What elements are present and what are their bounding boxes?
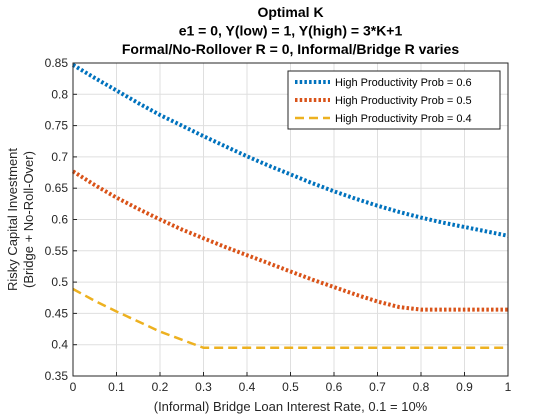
- x-tick-label: 0.4: [239, 380, 256, 394]
- y-tick-label: 0.85: [45, 56, 69, 70]
- y-tick-label: 0.35: [45, 369, 69, 383]
- legend-entry-label: High Productivity Prob = 0.5: [335, 95, 472, 107]
- y-tick-label: 0.75: [45, 119, 69, 133]
- legend-entry-label: High Productivity Prob = 0.4: [335, 113, 472, 125]
- y-axis-ticks: 0.35 0.4 0.45 0.5 0.55 0.6 0.65 0.7 0.75 0.8 0.85: [45, 56, 77, 383]
- x-tick-label: 0.1: [108, 380, 125, 394]
- y-tick-label: 0.7: [51, 150, 68, 164]
- x-tick-label: 0.5: [282, 380, 299, 394]
- series-group: [71, 63, 509, 350]
- y-tick-label: 0.5: [51, 275, 68, 289]
- x-axis-ticks: 0 0.1 0.2 0.3 0.4 0.5 0.6 0.7 0.8 0.9 1: [70, 372, 512, 394]
- chart-title-line: e1 = 0, Y(low) = 1, Y(high) = 3*K+1: [179, 23, 403, 39]
- series-line-2: [71, 169, 508, 312]
- chart-title-line: Formal/No-Rollover R = 0, Informal/Bridg…: [122, 41, 459, 57]
- chart-title: Optimal K e1 = 0, Y(low) = 1, Y(high) = 3…: [122, 4, 459, 57]
- y-tick-label: 0.45: [45, 306, 69, 320]
- y-tick-label: 0.8: [51, 87, 68, 101]
- y-axis-label-line: (Bridge + No-Roll-Over): [21, 151, 36, 288]
- x-tick-label: 0.3: [195, 380, 212, 394]
- y-tick-label: 0.55: [45, 244, 69, 258]
- x-axis-label: (Informal) Bridge Loan Interest Rate, 0.…: [154, 399, 428, 414]
- x-tick-label: 0.6: [326, 380, 343, 394]
- x-tick-label: 0.2: [152, 380, 169, 394]
- series-line-3: [72, 287, 508, 350]
- series-line-1: [71, 63, 509, 238]
- legend-entry-label: High Productivity Prob = 0.6: [335, 77, 472, 89]
- y-axis-label: Risky Capital Investment (Bridge + No-Rol…: [5, 148, 36, 291]
- y-tick-label: 0.65: [45, 181, 69, 195]
- x-tick-label: 0.7: [369, 380, 386, 394]
- y-tick-label: 0.6: [51, 213, 68, 227]
- y-tick-label: 0.4: [51, 338, 68, 352]
- legend: High Productivity Prob = 0.6 High Product…: [287, 70, 501, 130]
- y-axis-label-line: Risky Capital Investment: [5, 148, 20, 291]
- x-tick-label: 1: [505, 380, 512, 394]
- chart-title-line: Optimal K: [257, 4, 323, 20]
- x-tick-label: 0: [70, 380, 77, 394]
- x-tick-label: 0.9: [456, 380, 473, 394]
- x-tick-label: 0.8: [413, 380, 430, 394]
